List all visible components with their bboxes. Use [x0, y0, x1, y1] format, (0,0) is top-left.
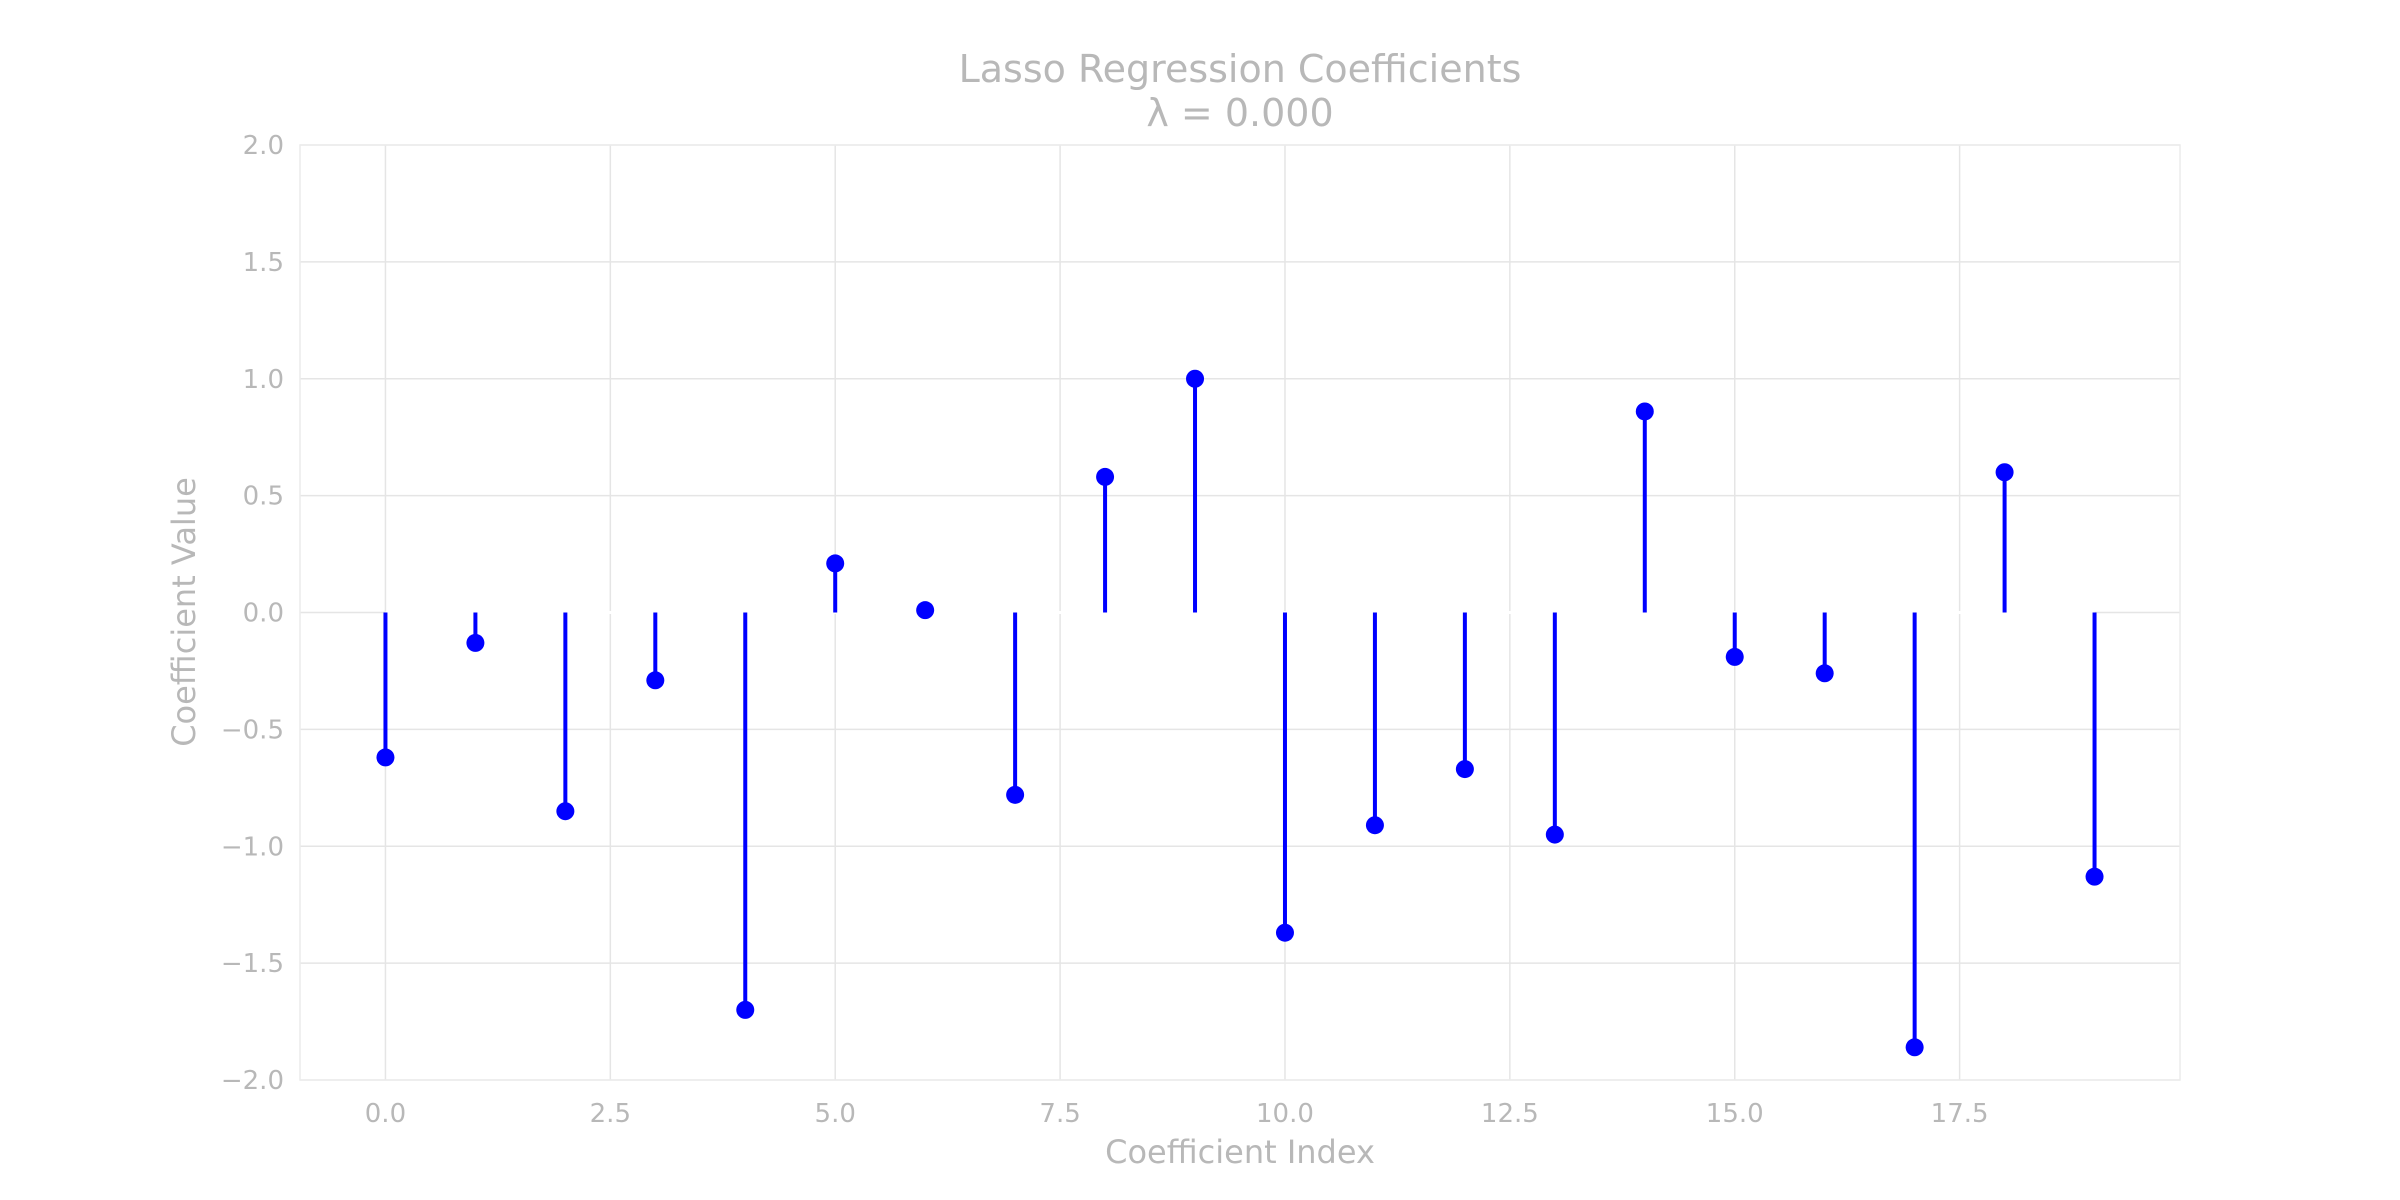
stem-marker — [646, 671, 665, 690]
stem-marker — [1995, 463, 2014, 482]
stem-marker — [916, 601, 935, 620]
y-tick-label: −1.5 — [221, 949, 284, 979]
y-tick-label: −1.0 — [221, 832, 284, 862]
x-tick-label: 0.0 — [365, 1099, 406, 1129]
stem-marker — [736, 1000, 755, 1019]
stem-marker — [466, 633, 485, 652]
x-tick-label: 17.5 — [1931, 1099, 1989, 1129]
x-axis-label: Coefficient Index — [1105, 1133, 1375, 1171]
x-tick-label: 2.5 — [590, 1099, 631, 1129]
y-tick-label: 1.0 — [243, 365, 284, 395]
stem-series — [376, 369, 2104, 1057]
stem-marker — [1096, 467, 1115, 486]
x-tick-label: 5.0 — [815, 1099, 856, 1129]
stem-marker — [1635, 402, 1654, 421]
x-tick-label: 12.5 — [1481, 1099, 1539, 1129]
chart-subtitle: λ = 0.000 — [1146, 91, 1333, 135]
y-tick-label: 0.0 — [243, 599, 284, 629]
stem-marker — [2085, 867, 2104, 886]
stem-marker — [1365, 816, 1384, 835]
x-tick-label: 15.0 — [1706, 1099, 1764, 1129]
y-tick-label: −2.0 — [221, 1066, 284, 1096]
y-axis-label: Coefficient Value — [165, 477, 203, 747]
x-tick-label: 7.5 — [1039, 1099, 1080, 1129]
x-tick-label: 10.0 — [1256, 1099, 1314, 1129]
stem-marker — [376, 748, 395, 767]
chart-title: Lasso Regression Coefficients — [959, 47, 1522, 91]
stem-marker — [1905, 1038, 1924, 1057]
stem-marker — [1275, 923, 1294, 942]
stem-marker — [556, 802, 575, 821]
stem-marker — [1186, 369, 1205, 388]
y-tick-label: 1.5 — [243, 248, 284, 278]
stem-marker — [1006, 785, 1025, 804]
y-tick-label: 2.0 — [243, 131, 284, 161]
stem-marker — [826, 554, 845, 573]
stem-marker — [1545, 825, 1564, 844]
stem-marker — [1725, 647, 1744, 666]
stem-marker — [1455, 760, 1474, 779]
stem-marker — [1815, 664, 1834, 683]
y-tick-label: −0.5 — [221, 715, 284, 745]
plot-frame — [299, 144, 2181, 1081]
tick-labels: 0.0 2.5 5.0 7.5 10.0 12.5 15.0 17.5 2.0 1.5 1.0 0.5… — [221, 131, 1989, 1129]
y-tick-label: 0.5 — [243, 482, 284, 512]
